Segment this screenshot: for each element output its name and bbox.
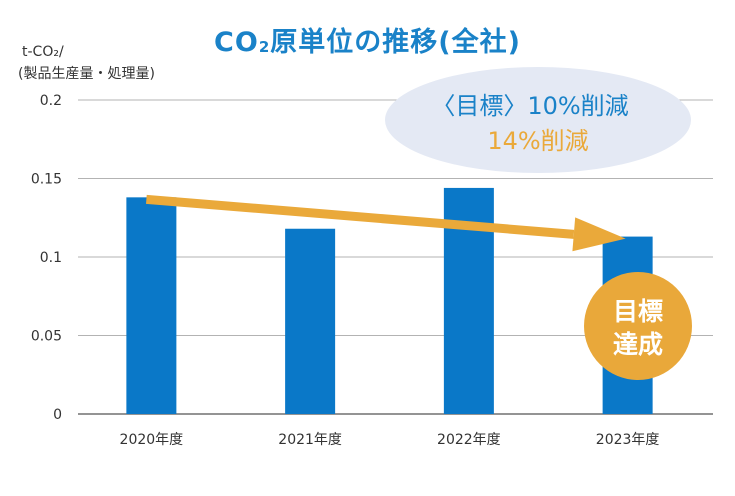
x-tick-label: 2022年度 <box>437 432 501 448</box>
y-axis-label-line1: t-CO₂/ <box>22 44 64 60</box>
target-callout <box>385 67 691 173</box>
y-tick-label: 0 <box>53 407 62 423</box>
y-tick-label: 0.15 <box>31 172 62 188</box>
y-tick-label: 0.2 <box>40 93 62 109</box>
badge-text-line2: 達成 <box>613 330 663 359</box>
x-tick-label: 2020年度 <box>120 432 184 448</box>
y-tick-labels: 0 0.05 0.1 0.15 0.2 <box>31 93 62 423</box>
trend-arrow-head <box>572 217 626 252</box>
target-label: 〈目標〉10%削減 <box>431 92 628 120</box>
y-tick-label: 0.1 <box>40 250 62 266</box>
y-axis-label-line2: (製品生産量・処理量) <box>18 66 155 82</box>
result-label: 14%削減 <box>487 127 588 155</box>
y-tick-label: 0.05 <box>31 329 62 345</box>
x-tick-label: 2023年度 <box>596 432 660 448</box>
chart-title: CO2原単位の推移(全社) <box>214 27 521 58</box>
trend-arrow-shaft <box>146 194 575 239</box>
bar <box>285 228 336 414</box>
x-tick-labels: 2020年度 2021年度 2022年度 2023年度 <box>120 432 660 448</box>
target-achieved-badge <box>584 272 692 380</box>
badge-text-line1: 目標 <box>613 297 663 326</box>
x-tick-label: 2021年度 <box>278 432 342 448</box>
bar <box>126 197 177 414</box>
